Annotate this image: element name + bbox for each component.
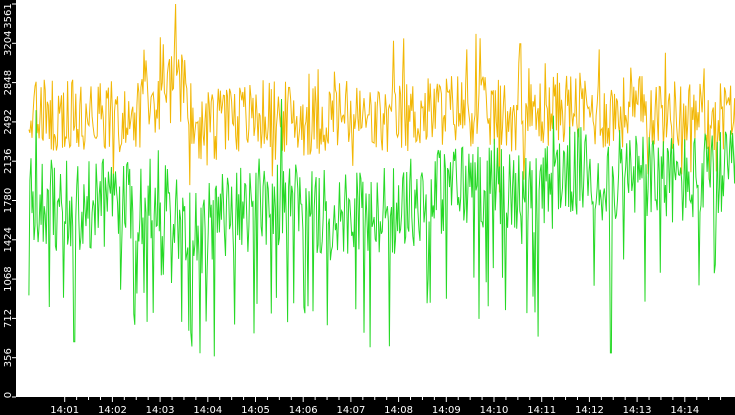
x-tick-label: 14:11 <box>527 405 556 415</box>
x-tick-label: 14:01 <box>50 405 79 415</box>
x-tick-label: 14:05 <box>241 405 270 415</box>
y-tick-label: 3204 <box>3 31 14 56</box>
x-tick-label: 14:04 <box>193 405 222 415</box>
series-layer <box>28 3 735 357</box>
x-tick-label: 14:10 <box>480 405 509 415</box>
x-tick-label: 14:14 <box>670 405 699 415</box>
y-tick-label: 2136 <box>3 148 14 173</box>
y-tick-label: 1068 <box>3 266 14 291</box>
y-axis-gutter <box>0 0 16 415</box>
y-tick-label: 0 <box>3 392 14 398</box>
y-tick-label: 1424 <box>3 227 14 252</box>
x-tick-label: 14:09 <box>432 405 461 415</box>
x-axis-gutter <box>0 397 735 415</box>
x-tick-label: 14:12 <box>575 405 604 415</box>
y-tick-label: 712 <box>3 309 14 328</box>
x-tick-layer: 14:01 14:02 14:03 14:04 14:05 14:06 14:07 14:08… <box>50 397 722 415</box>
x-tick-label: 14:08 <box>384 405 413 415</box>
y-tick-label: 1780 <box>3 188 14 213</box>
x-tick-label: 14:06 <box>289 405 318 415</box>
series-line-2 <box>28 98 735 357</box>
y-tick-label: 2492 <box>3 109 14 134</box>
y-tick-label: 356 <box>3 348 14 367</box>
series-line-1 <box>28 3 735 193</box>
x-tick-label: 14:02 <box>98 405 127 415</box>
x-tick-label: 14:03 <box>146 405 175 415</box>
y-tick-label: 2848 <box>3 70 14 95</box>
x-tick-label: 14:13 <box>623 405 652 415</box>
x-tick-label: 14:07 <box>336 405 365 415</box>
y-tick-layer: 0 356 712 1068 1424 1780 2136 2492 2848 3204 3561 <box>3 3 16 398</box>
y-tick-label: 3561 <box>3 3 14 28</box>
